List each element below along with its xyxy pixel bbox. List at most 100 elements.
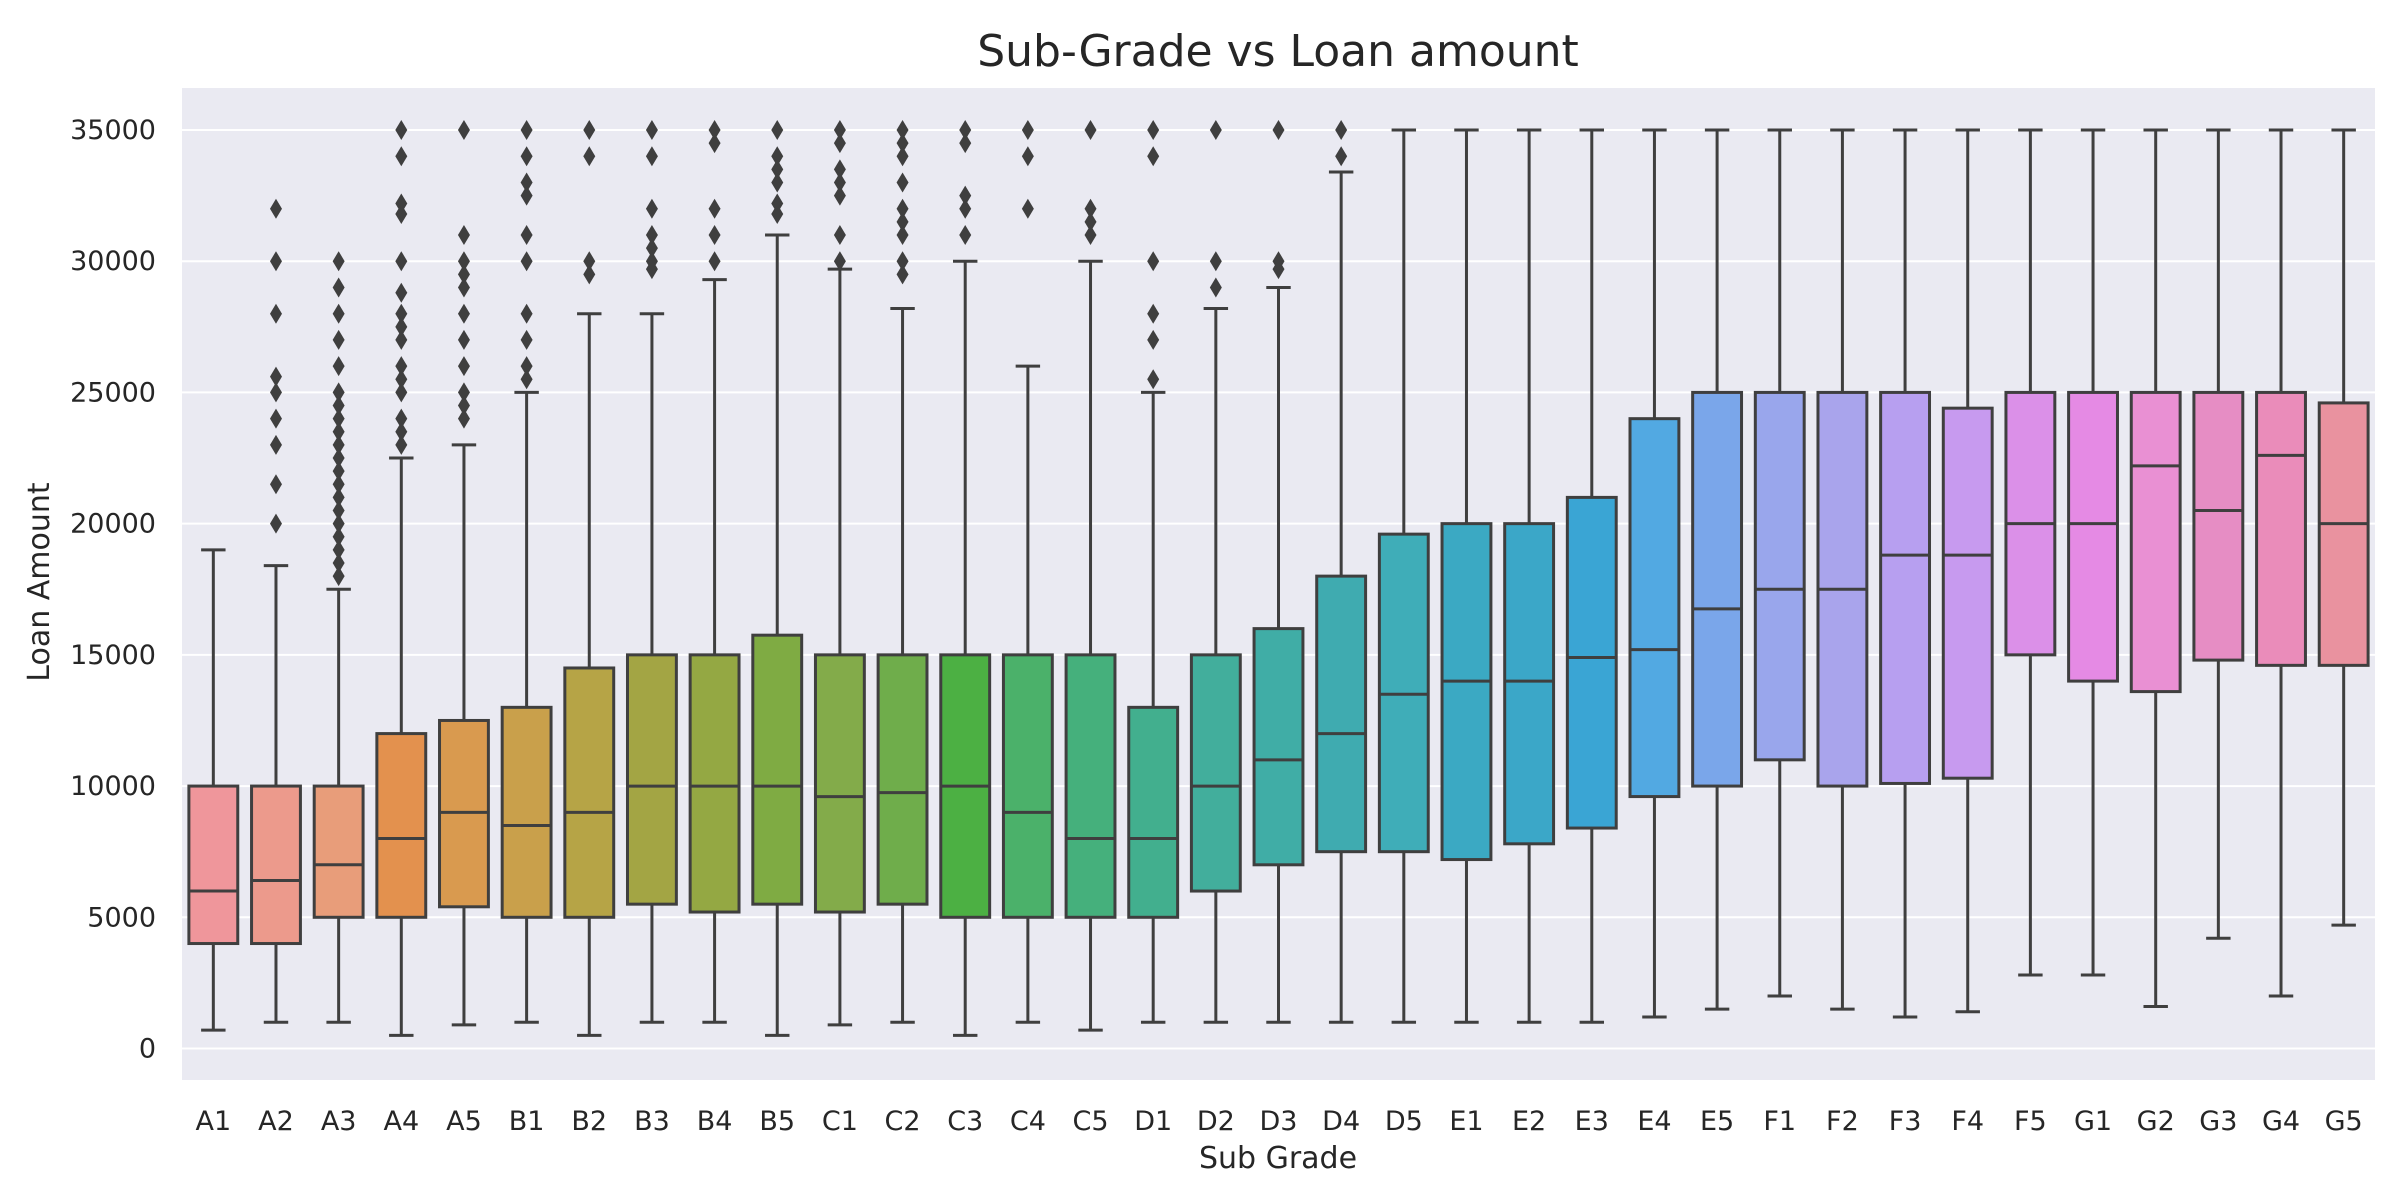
y-tick-label: 20000 — [70, 509, 156, 540]
outlier-point — [332, 461, 345, 482]
y-tick-labels: 0 5000 10000 15000 20000 25000 30000 35000 — [70, 115, 156, 1065]
outlier-point — [332, 487, 345, 508]
outlier-point — [959, 198, 972, 219]
outlier-point — [457, 356, 470, 377]
outlier-point — [332, 382, 345, 403]
outlier-point — [457, 329, 470, 350]
x-tick-label: G1 — [2074, 1106, 2112, 1137]
box-iqr — [1189, 653, 1242, 893]
outlier-point — [645, 224, 658, 245]
box-E2 — [1503, 128, 1556, 1024]
outlier-point — [1084, 211, 1097, 232]
x-tick-label: G3 — [2199, 1106, 2237, 1137]
outlier-point — [457, 382, 470, 403]
box-iqr — [1440, 522, 1493, 862]
outlier-point — [1335, 119, 1348, 140]
box-G4 — [2255, 128, 2307, 998]
outlier-point — [457, 303, 470, 324]
outlier-point — [269, 198, 282, 219]
outlier-point — [520, 369, 533, 390]
x-tick-label: C1 — [822, 1106, 858, 1137]
box-E3 — [1565, 128, 1618, 1024]
box-A3 — [312, 251, 365, 1024]
outlier-point — [645, 238, 658, 259]
x-tick-label: G4 — [2262, 1106, 2300, 1137]
outlier-point — [395, 369, 408, 390]
box-iqr — [375, 732, 428, 919]
x-tick-label: C3 — [947, 1106, 983, 1137]
outlier-point — [1021, 119, 1034, 140]
outlier-point — [896, 224, 909, 245]
outlier-point — [583, 146, 596, 167]
outlier-point — [332, 553, 345, 574]
outlier-point — [896, 172, 909, 193]
outlier-point — [896, 264, 909, 285]
y-tick-label: 5000 — [87, 902, 156, 933]
box-C3 — [939, 119, 992, 1037]
outlier-point — [833, 119, 846, 140]
outlier-point — [332, 448, 345, 469]
outlier-point — [332, 329, 345, 350]
outlier-point — [896, 133, 909, 154]
box-iqr — [1753, 390, 1806, 762]
box-iqr — [2317, 401, 2370, 667]
box-iqr — [500, 705, 553, 919]
x-tick-label: A5 — [446, 1106, 482, 1137]
outlier-point — [1147, 369, 1160, 390]
outlier-point — [520, 146, 533, 167]
x-tick-label: A1 — [196, 1106, 232, 1137]
box-D4 — [1315, 119, 1368, 1024]
y-tick-label: 30000 — [70, 246, 156, 277]
x-tick-label: B3 — [634, 1106, 670, 1137]
outlier-point — [1021, 146, 1034, 167]
outlier-point — [332, 277, 345, 298]
box-iqr — [2192, 390, 2245, 662]
box-D2 — [1189, 119, 1242, 1024]
box-D3 — [1252, 119, 1305, 1024]
y-tick-label: 25000 — [70, 377, 156, 408]
box-G5 — [2317, 128, 2370, 927]
x-tick-label: B5 — [759, 1106, 795, 1137]
outlier-point — [520, 356, 533, 377]
outlier-point — [1209, 277, 1222, 298]
outlier-point — [520, 303, 533, 324]
outlier-point — [959, 224, 972, 245]
outlier-point — [1209, 251, 1222, 272]
outlier-point — [896, 198, 909, 219]
y-tick-label: 35000 — [70, 115, 156, 146]
outlier-point — [1147, 119, 1160, 140]
outlier-point — [395, 146, 408, 167]
outlier-point — [896, 251, 909, 272]
outlier-point — [520, 172, 533, 193]
outlier-point — [645, 198, 658, 219]
outlier-point — [1272, 251, 1285, 272]
box-iqr — [1064, 653, 1117, 919]
outlier-point — [771, 203, 784, 224]
outlier-point — [395, 421, 408, 442]
outlier-point — [708, 133, 721, 154]
outlier-point — [269, 408, 282, 429]
outlier-point — [771, 193, 784, 214]
x-tick-label: D4 — [1322, 1106, 1360, 1137]
x-tick-label: F2 — [1826, 1106, 1859, 1137]
outlier-point — [269, 366, 282, 387]
outlier-point — [457, 408, 470, 429]
outlier-point — [332, 395, 345, 416]
outlier-point — [269, 513, 282, 534]
box-A1 — [187, 548, 240, 1032]
x-tick-label: B4 — [697, 1106, 733, 1137]
outlier-point — [395, 303, 408, 324]
outlier-point — [269, 382, 282, 403]
outlier-point — [457, 119, 470, 140]
outlier-point — [833, 224, 846, 245]
x-tick-label: D3 — [1260, 1106, 1298, 1137]
outlier-point — [520, 119, 533, 140]
box-iqr — [1565, 495, 1618, 830]
box-C5 — [1064, 119, 1117, 1032]
box-G1 — [2067, 128, 2119, 977]
box-E1 — [1440, 128, 1493, 1024]
x-tick-label: C5 — [1073, 1106, 1109, 1137]
outlier-point — [332, 251, 345, 272]
outlier-point — [332, 303, 345, 324]
outlier-point — [269, 434, 282, 455]
